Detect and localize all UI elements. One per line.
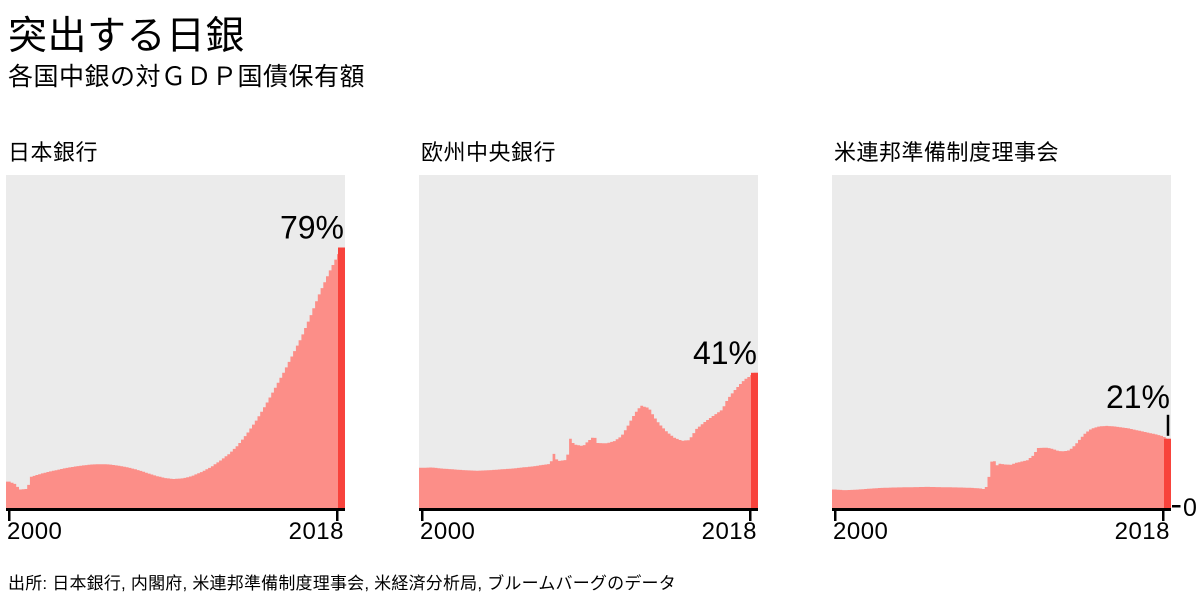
- chart-plot: 2000 2018 21% 0: [832, 175, 1197, 549]
- page-title: 突出する日銀: [8, 15, 246, 58]
- chart-federal-reserve: 米連邦準備制度理事会 2000 2018 21% 0: [832, 140, 1197, 549]
- current-value-bar: [338, 247, 345, 508]
- x-tick-end: [336, 511, 339, 521]
- figure-header: 突出する日銀 各国中銀の対ＧＤＰ国債保有額: [0, 0, 1200, 92]
- current-value-bar: [1164, 438, 1171, 508]
- chart-canvas-0: 2000 2018 79%: [6, 175, 345, 545]
- current-value-bar: [751, 372, 758, 508]
- page-subtitle: 各国中銀の対ＧＤＰ国債保有額: [8, 63, 366, 91]
- x-tick-label-end: 2018: [289, 518, 344, 545]
- chart-plot: 2000 2018 41%: [419, 175, 758, 549]
- value-label: 79%: [280, 210, 344, 246]
- chart-plot: 2000 2018 79%: [6, 175, 345, 549]
- chart-title: 日本銀行: [8, 140, 99, 165]
- area-series: [6, 247, 345, 508]
- x-tick-end: [1162, 511, 1165, 521]
- chart-title: 米連邦準備制度理事会: [834, 140, 1060, 165]
- chart-canvas-1: 2000 2018 41%: [419, 175, 758, 545]
- x-tick-start: [421, 511, 424, 521]
- leader-line: [1166, 414, 1170, 436]
- value-label: 21%: [1106, 379, 1170, 415]
- zero-label: 0: [1183, 494, 1197, 522]
- x-tick-label-start: 2000: [420, 518, 475, 545]
- x-axis-line: [832, 508, 1171, 511]
- area-series: [419, 372, 758, 508]
- chart-title: 欧州中央銀行: [421, 140, 557, 165]
- x-tick-start: [834, 511, 837, 521]
- x-tick-label-end: 2018: [702, 518, 757, 545]
- area-series: [832, 425, 1171, 508]
- x-tick-label-start: 2000: [7, 518, 62, 545]
- x-tick-start: [8, 511, 11, 521]
- source-note: 出所: 日本銀行, 内閣府, 米連邦準備制度理事会, 米経済分析局, ブルームバ…: [8, 574, 676, 593]
- charts-row: 日本銀行 2000 2018 79% 欧州中央銀行 2000 2018 41% 米連邦準…: [0, 140, 1200, 549]
- chart-ecb: 欧州中央銀行 2000 2018 41%: [419, 140, 758, 549]
- x-tick-label-start: 2000: [833, 518, 888, 545]
- x-axis-line: [6, 508, 345, 511]
- value-label: 41%: [693, 335, 757, 371]
- chart-bank-of-japan: 日本銀行 2000 2018 79%: [6, 140, 345, 549]
- x-tick-label-end: 2018: [1115, 518, 1170, 545]
- x-axis-line: [419, 508, 758, 511]
- x-tick-end: [749, 511, 752, 521]
- zero-tick: [1172, 505, 1181, 508]
- chart-canvas-2: 2000 2018 21% 0: [832, 175, 1197, 545]
